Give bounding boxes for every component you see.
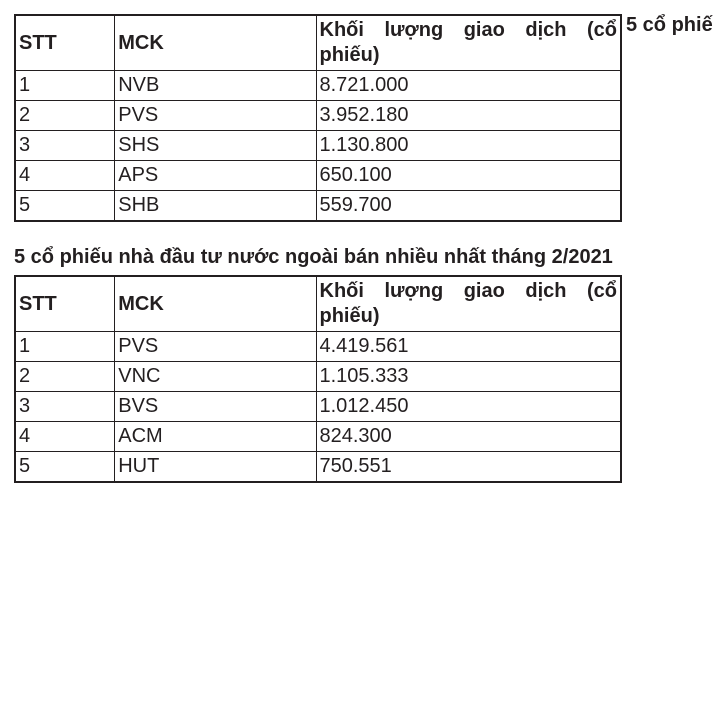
cell-stt: 1 [15, 332, 115, 362]
table-row: 3 BVS 1.012.450 [15, 392, 621, 422]
cell-mck: PVS [115, 332, 316, 362]
cell-volume: 750.551 [316, 452, 621, 483]
table-header-row: STT MCK Khối lượng giao dịch (cổ phiếu) [15, 276, 621, 332]
cell-volume: 650.100 [316, 161, 621, 191]
table-top5-sell: STT MCK Khối lượng giao dịch (cổ phiếu) … [14, 275, 622, 483]
cell-volume: 3.952.180 [316, 101, 621, 131]
cell-mck: PVS [115, 101, 316, 131]
table-header-row: STT MCK Khối lượng giao dịch (cổ phiếu) [15, 15, 621, 71]
col-header-mck: MCK [115, 15, 316, 71]
cell-stt: 5 [15, 452, 115, 483]
table-row: 2 VNC 1.105.333 [15, 362, 621, 392]
cell-mck: SHB [115, 191, 316, 222]
table-row: 2 PVS 3.952.180 [15, 101, 621, 131]
table-row: 4 ACM 824.300 [15, 422, 621, 452]
table-row: 4 APS 650.100 [15, 161, 621, 191]
cell-mck: BVS [115, 392, 316, 422]
cell-stt: 1 [15, 71, 115, 101]
cell-stt: 2 [15, 101, 115, 131]
cell-volume: 1.130.800 [316, 131, 621, 161]
cell-volume: 559.700 [316, 191, 621, 222]
table-row: 3 SHS 1.130.800 [15, 131, 621, 161]
cell-volume: 4.419.561 [316, 332, 621, 362]
col-header-mck: MCK [115, 276, 316, 332]
cell-volume: 1.012.450 [316, 392, 621, 422]
cell-mck: VNC [115, 362, 316, 392]
table-row: 1 PVS 4.419.561 [15, 332, 621, 362]
cell-stt: 2 [15, 362, 115, 392]
col-header-stt: STT [15, 15, 115, 71]
cell-stt: 3 [15, 392, 115, 422]
table-row: 1 NVB 8.721.000 [15, 71, 621, 101]
table-row: 5 SHB 559.700 [15, 191, 621, 222]
cell-volume: 1.105.333 [316, 362, 621, 392]
col-header-stt: STT [15, 276, 115, 332]
cell-mck: APS [115, 161, 316, 191]
cell-mck: HUT [115, 452, 316, 483]
cell-stt: 4 [15, 422, 115, 452]
cell-mck: ACM [115, 422, 316, 452]
col-header-volume: Khối lượng giao dịch (cổ phiếu) [316, 15, 621, 71]
cell-stt: 4 [15, 161, 115, 191]
cell-volume: 8.721.000 [316, 71, 621, 101]
table-top5-buy: STT MCK Khối lượng giao dịch (cổ phiếu) … [14, 14, 622, 222]
floating-cutoff-label: 5 cổ phiế [626, 14, 713, 37]
cell-stt: 3 [15, 131, 115, 161]
cell-stt: 5 [15, 191, 115, 222]
col-header-volume: Khối lượng giao dịch (cổ phiếu) [316, 276, 621, 332]
cell-mck: SHS [115, 131, 316, 161]
table2-title: 5 cổ phiếu nhà đầu tư nước ngoài bán nhi… [14, 246, 704, 269]
cell-mck: NVB [115, 71, 316, 101]
table-row: 5 HUT 750.551 [15, 452, 621, 483]
cell-volume: 824.300 [316, 422, 621, 452]
